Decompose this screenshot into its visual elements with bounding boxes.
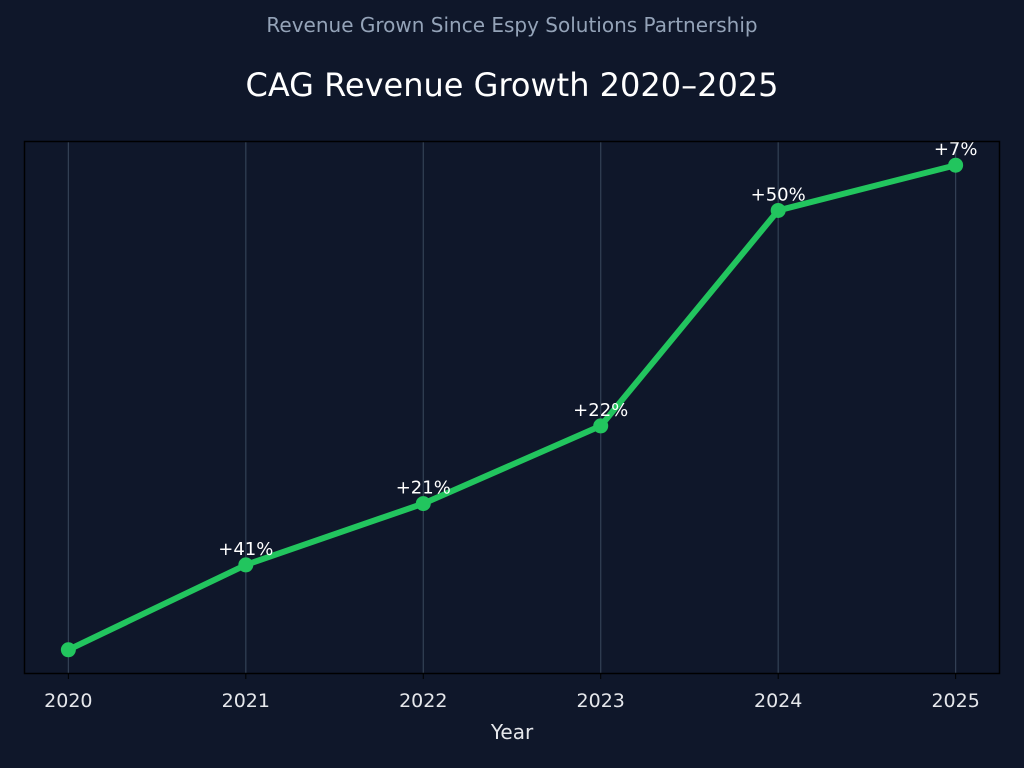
data-point — [415, 496, 431, 512]
data-label: +50% — [751, 184, 806, 205]
data-point — [593, 418, 609, 434]
x-tick-label: 2023 — [577, 690, 625, 712]
data-point — [948, 157, 964, 173]
data-point — [60, 642, 76, 658]
plot-frame — [23, 140, 1001, 675]
x-tick-label: 2024 — [754, 690, 802, 712]
series-revenue: +41% +21% +22% +50% +7% — [60, 139, 978, 658]
data-label: +22% — [573, 400, 628, 421]
x-tick-label: 2025 — [931, 690, 979, 712]
grid-lines — [67, 141, 957, 674]
chart-subtitle: Revenue Grown Since Espy Solutions Partn… — [266, 13, 757, 37]
x-tick-label: 2020 — [44, 690, 92, 712]
data-label: +7% — [934, 139, 978, 160]
data-point — [770, 202, 786, 218]
data-point — [238, 557, 254, 573]
series-line — [67, 162, 957, 653]
data-label: +21% — [396, 478, 451, 499]
x-axis-label: Year — [490, 720, 534, 744]
x-axis: 2020 2021 2022 2023 2024 2025 — [44, 674, 980, 712]
x-tick-label: 2021 — [222, 690, 270, 712]
data-label: +41% — [218, 539, 273, 560]
x-tick-label: 2022 — [399, 690, 447, 712]
chart-title: CAG Revenue Growth 2020–2025 — [245, 66, 778, 104]
